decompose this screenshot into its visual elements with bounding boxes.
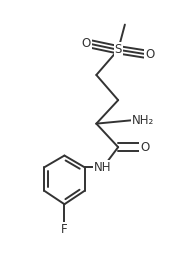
Text: O: O [145, 48, 155, 61]
Text: NH₂: NH₂ [132, 114, 154, 127]
Text: S: S [114, 43, 122, 56]
Text: NH: NH [94, 161, 112, 174]
Text: O: O [82, 37, 91, 50]
Text: F: F [61, 223, 68, 236]
Text: O: O [140, 141, 150, 154]
